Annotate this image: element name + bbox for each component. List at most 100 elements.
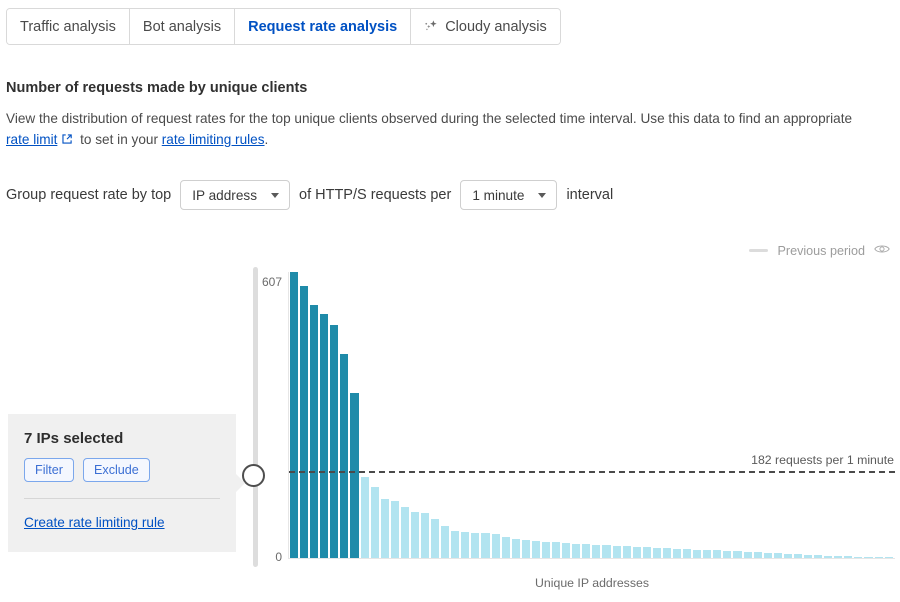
bar[interactable] bbox=[651, 547, 662, 558]
slider-handle[interactable] bbox=[242, 464, 265, 487]
threshold-slider[interactable] bbox=[242, 267, 265, 567]
bar[interactable] bbox=[430, 519, 441, 558]
description-text-part3: . bbox=[264, 132, 269, 147]
threshold-line bbox=[289, 471, 895, 473]
selection-count-label: 7 IPs selected bbox=[24, 430, 124, 447]
group-by-value: IP address bbox=[192, 187, 257, 203]
bar[interactable] bbox=[490, 533, 501, 558]
bar[interactable] bbox=[581, 544, 592, 558]
bar[interactable] bbox=[389, 500, 400, 558]
bar[interactable] bbox=[480, 532, 491, 558]
bar[interactable] bbox=[692, 549, 703, 558]
bar[interactable] bbox=[500, 536, 511, 558]
bar[interactable] bbox=[682, 549, 693, 558]
tab-request-rate-analysis[interactable]: Request rate analysis bbox=[235, 9, 412, 44]
bar[interactable] bbox=[420, 513, 431, 558]
bar[interactable] bbox=[319, 313, 330, 558]
bar[interactable] bbox=[772, 553, 783, 558]
bar[interactable] bbox=[863, 556, 874, 558]
bar[interactable] bbox=[379, 498, 390, 558]
bar[interactable] bbox=[561, 542, 572, 558]
chart-y-axis bbox=[288, 272, 289, 559]
selection-actions: Filter Exclude bbox=[24, 458, 220, 482]
grouping-controls: Group request rate by top IP address of … bbox=[6, 180, 613, 210]
bar[interactable] bbox=[722, 550, 733, 558]
page-description: View the distribution of request rates f… bbox=[6, 108, 866, 151]
bar[interactable] bbox=[540, 541, 552, 558]
tab-bot-analysis[interactable]: Bot analysis bbox=[129, 9, 236, 44]
legend-marker-icon bbox=[749, 249, 769, 252]
eye-icon[interactable] bbox=[874, 243, 890, 258]
sparkle-icon bbox=[424, 19, 439, 34]
bar[interactable] bbox=[823, 555, 834, 558]
bar[interactable] bbox=[792, 554, 803, 558]
chart-x-axis bbox=[289, 558, 895, 559]
bar[interactable] bbox=[621, 546, 632, 558]
bar[interactable] bbox=[762, 552, 773, 558]
bar[interactable] bbox=[440, 526, 451, 558]
bar[interactable] bbox=[409, 511, 421, 558]
exclude-button[interactable]: Exclude bbox=[83, 458, 150, 482]
tab-label: Cloudy analysis bbox=[445, 18, 547, 35]
group-by-select[interactable]: IP address bbox=[180, 180, 290, 210]
bar[interactable] bbox=[470, 532, 481, 558]
bar[interactable] bbox=[339, 354, 350, 558]
bar[interactable] bbox=[782, 553, 793, 558]
bar[interactable] bbox=[802, 554, 814, 558]
bar[interactable] bbox=[702, 550, 713, 558]
tab-label: Bot analysis bbox=[142, 18, 222, 35]
page-title: Number of requests made by unique client… bbox=[6, 80, 308, 96]
bar[interactable] bbox=[571, 543, 582, 558]
legend-label: Previous period bbox=[777, 243, 865, 258]
bar[interactable] bbox=[853, 556, 864, 558]
bar[interactable] bbox=[530, 541, 541, 558]
filter-button[interactable]: Filter bbox=[24, 458, 74, 482]
bar[interactable] bbox=[712, 550, 723, 558]
x-axis-label: Unique IP addresses bbox=[535, 576, 649, 590]
bar[interactable] bbox=[349, 393, 360, 558]
y-axis-tick-min: 0 bbox=[275, 550, 282, 564]
bar[interactable] bbox=[369, 487, 380, 558]
interval-select[interactable]: 1 minute bbox=[460, 180, 558, 210]
bar[interactable] bbox=[460, 531, 471, 558]
bar-series bbox=[289, 272, 894, 558]
bar[interactable] bbox=[309, 304, 320, 558]
tab-cloudy-analysis[interactable]: Cloudy analysis bbox=[411, 9, 560, 44]
previous-period-legend[interactable]: Previous period bbox=[749, 243, 890, 258]
bar[interactable] bbox=[833, 556, 844, 558]
bar[interactable] bbox=[520, 540, 531, 558]
bar[interactable] bbox=[873, 557, 884, 558]
bar[interactable] bbox=[510, 539, 521, 558]
chevron-down-icon bbox=[271, 192, 279, 198]
rate-limiting-rules-link[interactable]: rate limiting rules bbox=[161, 132, 265, 147]
bar[interactable] bbox=[671, 548, 683, 558]
panel-pointer-icon bbox=[236, 474, 245, 492]
bar[interactable] bbox=[883, 557, 894, 558]
bar[interactable] bbox=[299, 285, 310, 558]
slider-track[interactable] bbox=[253, 267, 258, 567]
rate-limit-link[interactable]: rate limit bbox=[6, 132, 58, 147]
bar[interactable] bbox=[752, 552, 763, 558]
bar[interactable] bbox=[551, 541, 562, 558]
bar[interactable] bbox=[732, 551, 743, 558]
bar[interactable] bbox=[611, 545, 622, 558]
bar[interactable] bbox=[813, 555, 824, 558]
bar[interactable] bbox=[631, 546, 642, 558]
bar[interactable] bbox=[450, 530, 461, 558]
threshold-label: 182 requests per 1 minute bbox=[751, 453, 894, 467]
bar[interactable] bbox=[591, 544, 602, 558]
bar[interactable] bbox=[843, 556, 854, 558]
bar[interactable] bbox=[601, 545, 612, 558]
bar[interactable] bbox=[359, 476, 370, 558]
description-text-part2: to set in your bbox=[76, 132, 162, 147]
bar[interactable] bbox=[661, 548, 672, 558]
tab-traffic-analysis[interactable]: Traffic analysis bbox=[7, 9, 130, 44]
bar[interactable] bbox=[641, 547, 652, 558]
controls-middle-label: of HTTP/S requests per bbox=[299, 187, 452, 203]
tab-label: Traffic analysis bbox=[20, 18, 116, 35]
create-rate-limiting-rule-link[interactable]: Create rate limiting rule bbox=[24, 515, 165, 530]
bar[interactable] bbox=[329, 324, 340, 558]
bar[interactable] bbox=[399, 507, 410, 558]
bar[interactable] bbox=[289, 272, 300, 558]
bar[interactable] bbox=[742, 551, 753, 558]
